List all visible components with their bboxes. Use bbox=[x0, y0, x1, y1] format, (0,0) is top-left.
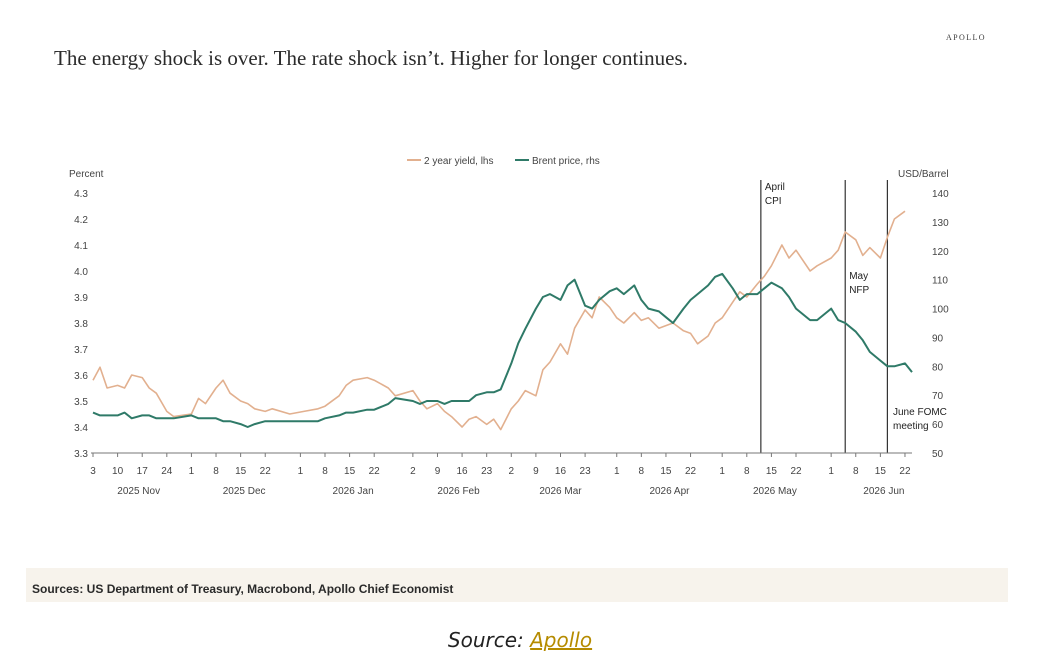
brent-line bbox=[92, 272, 913, 428]
x-tick-label: 9 bbox=[435, 466, 441, 477]
x-tick-label: 22 bbox=[899, 466, 911, 477]
right-tick-label: 60 bbox=[932, 420, 944, 431]
x-tick-label: 8 bbox=[853, 466, 859, 477]
left-tick-label: 4.2 bbox=[74, 215, 88, 226]
left-tick-label: 3.4 bbox=[74, 423, 88, 434]
event-label: meeting bbox=[893, 421, 929, 432]
event-label: NFP bbox=[849, 285, 869, 296]
x-tick-label: 2 bbox=[410, 466, 416, 477]
sources-bar bbox=[26, 568, 1008, 602]
yield-line bbox=[92, 210, 906, 431]
left-tick-label: 3.5 bbox=[74, 397, 88, 408]
chart-card bbox=[22, 8, 1012, 604]
x-tick-label: 10 bbox=[112, 466, 124, 477]
left-tick-label: 3.6 bbox=[74, 371, 88, 382]
chart-title: The energy shock is over. The rate shock… bbox=[54, 46, 688, 70]
x-month-label: 2025 Nov bbox=[117, 486, 160, 497]
x-tick-label: 8 bbox=[744, 466, 750, 477]
right-tick-label: 100 bbox=[932, 305, 949, 316]
x-tick-label: 2 bbox=[509, 466, 515, 477]
x-month-label: 2025 Dec bbox=[223, 486, 266, 497]
x-tick-label: 17 bbox=[137, 466, 149, 477]
event-label: June FOMC bbox=[893, 407, 947, 418]
left-tick-label: 4.3 bbox=[74, 189, 88, 200]
event-label: May bbox=[849, 271, 868, 282]
legend-yield-label: 2 year yield, lhs bbox=[424, 156, 493, 167]
left-tick-label: 3.8 bbox=[74, 319, 88, 330]
left-tick-label: 4.1 bbox=[74, 241, 88, 252]
x-tick-label: 22 bbox=[790, 466, 802, 477]
caption-prefix: Source: bbox=[447, 628, 531, 652]
legend-brent-label: Brent price, rhs bbox=[532, 156, 600, 167]
x-tick-label: 3 bbox=[90, 466, 96, 477]
x-tick-label: 22 bbox=[685, 466, 697, 477]
apollo-link[interactable]: Apollo bbox=[530, 628, 593, 652]
event-label: CPI bbox=[765, 196, 782, 207]
left-axis-label: Percent bbox=[69, 169, 104, 180]
x-tick-label: 8 bbox=[639, 466, 645, 477]
x-tick-label: 1 bbox=[298, 466, 304, 477]
x-tick-label: 1 bbox=[719, 466, 725, 477]
x-tick-label: 1 bbox=[614, 466, 620, 477]
x-tick-label: 22 bbox=[369, 466, 381, 477]
right-tick-label: 90 bbox=[932, 333, 944, 344]
x-month-label: 2026 Apr bbox=[649, 486, 690, 497]
x-tick-label: 8 bbox=[322, 466, 328, 477]
x-tick-label: 1 bbox=[828, 466, 834, 477]
event-label: April bbox=[765, 182, 785, 193]
x-month-label: 2026 May bbox=[753, 486, 797, 497]
x-tick-label: 15 bbox=[235, 466, 247, 477]
right-tick-label: 70 bbox=[932, 391, 944, 402]
right-tick-label: 80 bbox=[932, 362, 944, 373]
brand-logo: APOLLO bbox=[946, 33, 986, 42]
x-tick-label: 15 bbox=[660, 466, 672, 477]
x-tick-label: 15 bbox=[875, 466, 887, 477]
x-month-label: 2026 Jan bbox=[333, 486, 374, 497]
x-tick-label: 16 bbox=[555, 466, 567, 477]
right-axis-label: USD/Barrel bbox=[898, 169, 949, 180]
right-tick-label: 130 bbox=[932, 218, 949, 229]
x-tick-label: 23 bbox=[481, 466, 493, 477]
left-tick-label: 3.7 bbox=[74, 345, 88, 356]
x-tick-label: 9 bbox=[533, 466, 539, 477]
x-tick-label: 15 bbox=[344, 466, 356, 477]
right-tick-label: 110 bbox=[932, 276, 948, 287]
x-tick-label: 24 bbox=[161, 466, 173, 477]
x-tick-label: 22 bbox=[260, 466, 272, 477]
x-month-label: 2026 Mar bbox=[539, 486, 582, 497]
left-tick-label: 4.0 bbox=[74, 267, 88, 278]
sources-note: Sources: US Department of Treasury, Macr… bbox=[32, 582, 454, 596]
right-tick-label: 120 bbox=[932, 247, 949, 258]
x-tick-label: 8 bbox=[213, 466, 219, 477]
left-tick-label: 3.3 bbox=[74, 449, 88, 460]
chart-plot: April CPI May NFP June FOMC meeting 3.3 3.4 3.5… bbox=[69, 156, 949, 497]
x-tick-label: 15 bbox=[766, 466, 778, 477]
x-month-label: 2026 Feb bbox=[437, 486, 480, 497]
x-tick-label: 16 bbox=[457, 466, 469, 477]
left-tick-label: 3.9 bbox=[74, 293, 88, 304]
x-tick-label: 1 bbox=[189, 466, 195, 477]
x-tick-label: 23 bbox=[580, 466, 592, 477]
right-tick-label: 50 bbox=[932, 449, 944, 460]
x-month-label: 2026 Jun bbox=[863, 486, 904, 497]
caption: Source: Apollo bbox=[0, 628, 1040, 652]
right-tick-label: 140 bbox=[932, 189, 949, 200]
